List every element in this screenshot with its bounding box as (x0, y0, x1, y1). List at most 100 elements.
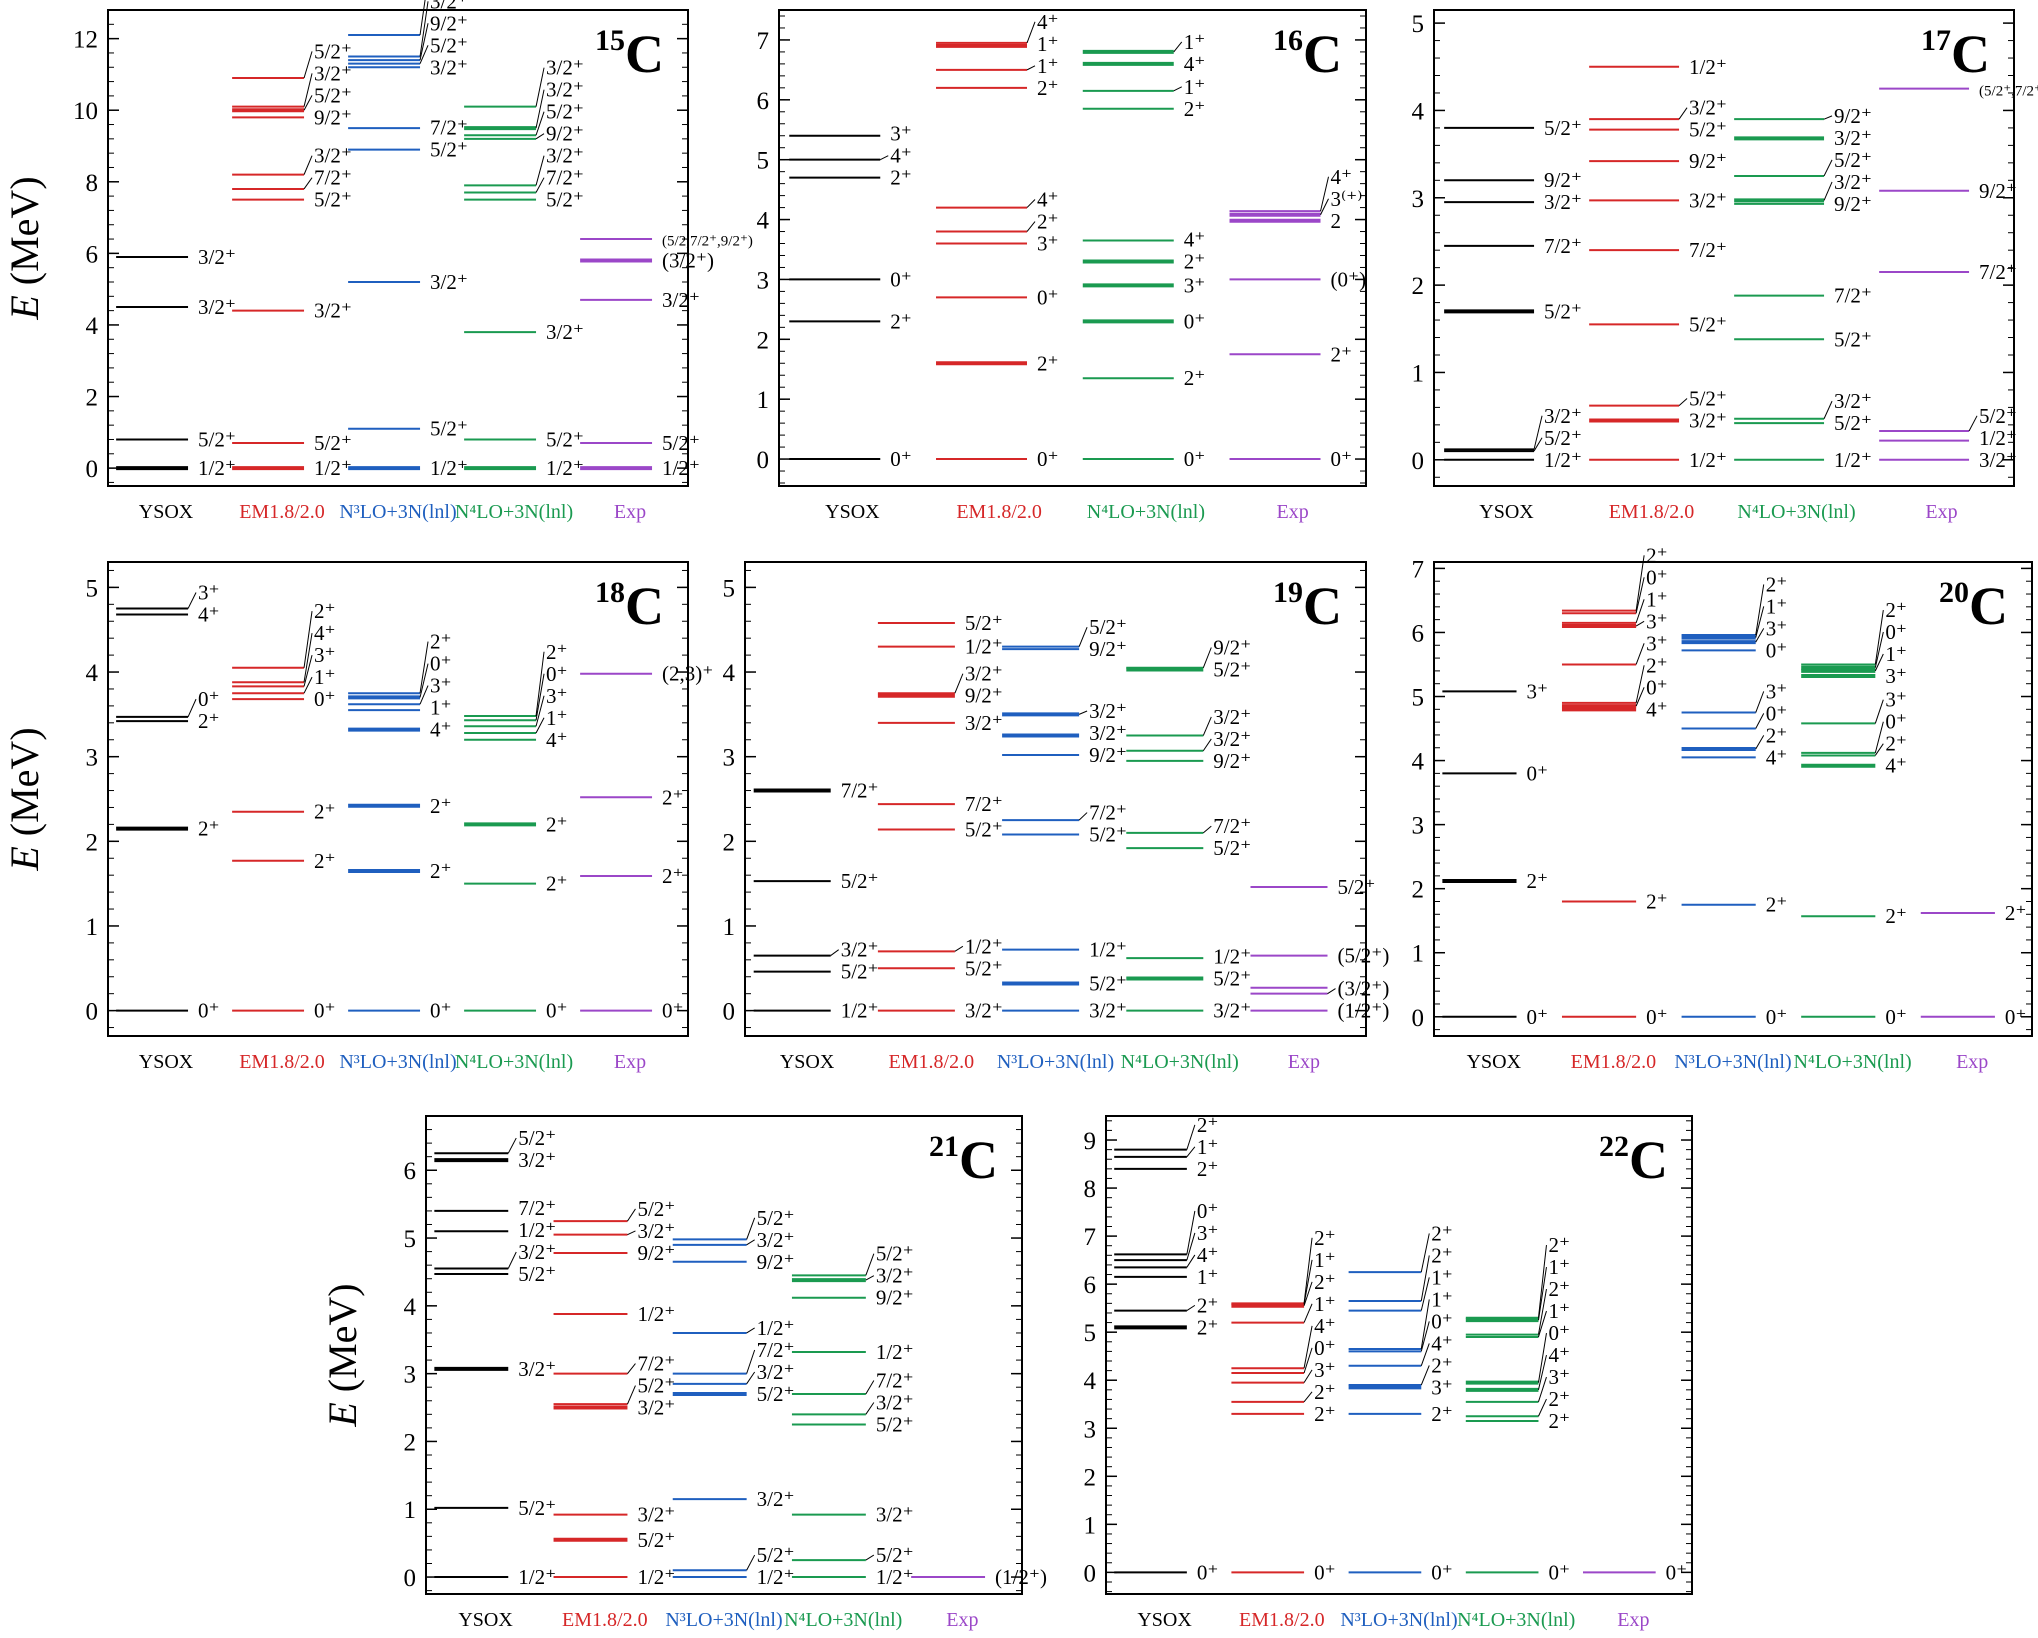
level-label: 0⁺ (1766, 701, 1788, 725)
label-connector (1755, 628, 1765, 643)
label-connector (535, 89, 545, 129)
level-label: 1⁺ (1885, 642, 1907, 666)
level-label: 5/2⁺ (1979, 404, 2017, 428)
level-label: 0⁺ (198, 999, 220, 1023)
label-connector (1078, 710, 1088, 715)
label-connector (303, 73, 313, 107)
label-connector (1320, 176, 1329, 212)
level-label: 2⁺ (1037, 210, 1059, 234)
nucleus-mass: 21 (929, 1130, 959, 1163)
label-connector (419, 0, 426, 36)
level-label: 0⁺ (890, 267, 912, 291)
level-label: 4⁺ (1885, 754, 1907, 778)
y-tick-label: 1 (1084, 1512, 1097, 1539)
y-tick-label: 0 (1412, 448, 1425, 475)
nucleus-label: 19C (1273, 576, 1342, 636)
y-tick-label: 2 (757, 327, 770, 354)
level-label: 9/2⁺ (1979, 179, 2017, 203)
level-label: 2⁺ (1331, 342, 1353, 366)
level-label: 5/2⁺ (546, 100, 584, 124)
level-label: 1⁺ (430, 696, 452, 720)
level-label: 3⁺ (314, 643, 336, 667)
level-label: 5/2⁺ (637, 1528, 675, 1552)
level-label: 5/2⁺ (637, 1374, 675, 1398)
level-label: 2⁺ (314, 599, 336, 623)
label-connector (865, 1402, 875, 1415)
level-label: 4⁺ (1766, 745, 1788, 769)
level-label: 5/2⁺ (876, 1543, 914, 1567)
nucleus-mass: 18 (595, 576, 625, 609)
label-connector (187, 698, 197, 718)
level-label: 5/2⁺ (1544, 299, 1582, 323)
level-label: 3/2⁺ (1979, 448, 2017, 472)
level-label: 2⁺ (1885, 598, 1907, 622)
nucleus-mass: 16 (1273, 24, 1303, 57)
level-label: 3/2⁺ (965, 999, 1003, 1023)
y-tick-label: 9 (1084, 1128, 1097, 1155)
y-tick-label: 4 (757, 208, 770, 235)
level-label: 3/2⁺ (314, 144, 352, 168)
y-axis-label-unit: (MeV) (320, 1283, 365, 1402)
y-tick-label: 4 (1412, 749, 1425, 776)
level-label: 0⁺ (1431, 1560, 1453, 1584)
level-label: 0⁺ (1431, 1309, 1453, 1333)
level-label: 5/2⁺ (1689, 118, 1727, 142)
label-connector (535, 177, 545, 193)
panel-frame (425, 1115, 1023, 1595)
label-connector (627, 1230, 636, 1236)
level-label: 2⁺ (1548, 1409, 1570, 1433)
level-label: 3⁺ (1431, 1375, 1453, 1399)
y-tick-label: 4 (723, 660, 736, 687)
level-label: 4⁺ (1037, 10, 1059, 34)
label-connector (1026, 199, 1036, 208)
level-label: 5/2⁺ (965, 817, 1003, 841)
label-connector (1186, 1304, 1196, 1311)
nucleus-label: 16C (1273, 24, 1342, 84)
y-tick-label: 3 (1084, 1416, 1097, 1443)
level-label: 3/2⁺ (637, 1503, 675, 1527)
level-label: 5/2⁺ (314, 188, 352, 212)
level-label: 1⁺ (1037, 32, 1059, 56)
level-label: 1⁺ (1548, 1299, 1570, 1323)
column-label: Exp (1277, 501, 1309, 523)
level-label: 3/2⁺ (876, 1390, 914, 1414)
level-label: (3/2⁺) (1337, 977, 1389, 1001)
level-label: (0⁺) (1331, 267, 1367, 291)
level-label: 3/2⁺ (965, 711, 1003, 735)
level-label: 2⁺ (1766, 723, 1788, 747)
column-label: Exp (1925, 501, 1957, 523)
column-n-lo-3n-lnl-: N⁴LO+3N(lnl)0⁺2⁺2⁺3⁺4⁺0⁺1⁺2⁺1⁺2⁺ (1457, 1233, 1575, 1631)
level-label: 9/2⁺ (1834, 192, 1872, 216)
level-label: 0⁺ (314, 687, 336, 711)
y-tick-label: 4 (86, 660, 99, 687)
y-tick-label: 6 (757, 88, 770, 115)
column-label: YSOX (1137, 1609, 1192, 1631)
level-label: 2⁺ (1184, 366, 1206, 390)
level-label: 1/2⁺ (757, 1316, 795, 1340)
nucleus-mass: 15 (595, 24, 625, 57)
label-connector (1186, 1146, 1196, 1158)
level-label: 5/2⁺ (1834, 148, 1872, 172)
level-label: 9/2⁺ (876, 1286, 914, 1310)
level-label: 3⁺ (1548, 1365, 1570, 1389)
y-tick-label: 2 (404, 1429, 417, 1456)
panel-frame (778, 9, 1367, 487)
column-label: YSOX (458, 1609, 513, 1631)
label-connector (1420, 1233, 1430, 1273)
column-label: N⁴LO+3N(lnl) (455, 1051, 573, 1073)
label-connector (419, 1, 429, 57)
level-label: 3/2⁺ (876, 1264, 914, 1288)
label-connector (1420, 1277, 1430, 1311)
nucleus-label: 18C (595, 576, 664, 636)
level-label: 5/2⁺ (1544, 426, 1582, 450)
level-label: 1/2⁺ (1689, 448, 1727, 472)
label-connector (535, 651, 545, 717)
label-connector (1874, 653, 1884, 672)
label-connector (535, 67, 545, 107)
level-label: 5/2⁺ (198, 427, 236, 451)
column-label: Exp (1956, 1051, 1988, 1073)
